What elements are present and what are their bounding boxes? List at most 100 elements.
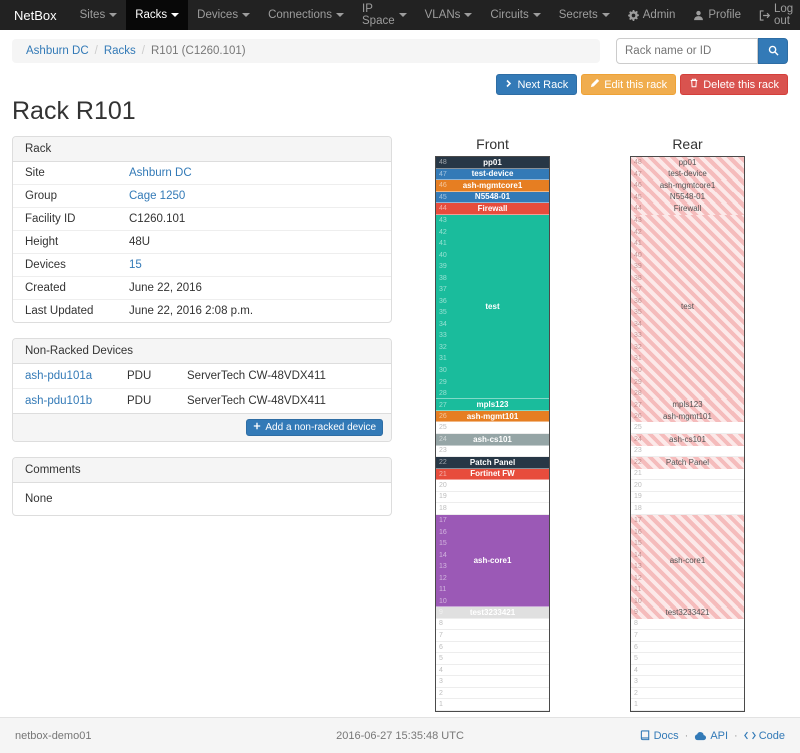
search-button[interactable]: [758, 38, 788, 64]
rack-device-fortinet-fw[interactable]: Fortinet FW: [436, 468, 549, 481]
rack-device-test[interactable]: test: [631, 214, 744, 400]
attr-value[interactable]: Ashburn DC: [129, 167, 192, 179]
footer-link-docs[interactable]: Docs: [640, 730, 679, 742]
footer-separator: ·: [684, 729, 689, 742]
nav-item-circuits[interactable]: Circuits: [481, 0, 549, 30]
nav-item-sites[interactable]: Sites: [71, 0, 127, 30]
device-name-link[interactable]: ash-pdu101a: [25, 370, 93, 382]
rack-device-label: test: [485, 302, 500, 312]
delete-rack-button[interactable]: Delete this rack: [680, 74, 788, 95]
caret-down-icon: [601, 13, 610, 17]
add-non-racked-device-button[interactable]: Add a non-racked device: [246, 419, 383, 436]
rack-device-label: Firewall: [673, 203, 702, 213]
rack-unit-number: 18: [631, 503, 744, 515]
rack-device-ash-cs101[interactable]: ash-cs101: [631, 434, 744, 446]
nav-item-log-out[interactable]: Log out: [750, 0, 800, 30]
nav-item-profile[interactable]: Profile: [684, 0, 750, 30]
rack-device-label: ash-cs101: [669, 434, 706, 444]
rack-device-ash-mgmtcore1[interactable]: ash-mgmtcore1: [631, 180, 744, 192]
pencil-icon: [590, 78, 600, 91]
comments-body: None: [25, 493, 53, 505]
nav-item-secrets[interactable]: Secrets: [550, 0, 619, 30]
rack-device-pp01[interactable]: pp01: [631, 157, 744, 169]
rack-device-label: Patch Panel: [665, 457, 710, 467]
page-title: Rack R101: [12, 97, 136, 125]
footer-timestamp: 2016-06-27 15:35:48 UTC: [336, 729, 464, 742]
rack-device-firewall[interactable]: Firewall: [436, 203, 549, 215]
attr-label: Last Updated: [25, 305, 94, 317]
attr-value: June 22, 2016: [129, 282, 202, 294]
rack-device-ash-mgmt101[interactable]: ash-mgmt101: [436, 410, 549, 423]
rack-device-label: N5548-01: [474, 192, 511, 202]
rack-device-n5548-01[interactable]: N5548-01: [436, 191, 549, 204]
rack-device-firewall[interactable]: Firewall: [631, 203, 744, 215]
rack-device-test-device[interactable]: test-device: [436, 168, 549, 181]
search-input[interactable]: [616, 38, 758, 64]
footer-separator: ·: [734, 729, 738, 742]
nav-item-vlans[interactable]: VLANs: [416, 0, 482, 30]
rack-device-label: test-device: [668, 169, 707, 179]
rack-unit-number: 25: [631, 422, 744, 434]
rack-unit-number: 19: [436, 492, 549, 504]
rack-panel-title: Rack: [13, 137, 391, 162]
rack-device-patch-panel[interactable]: Patch Panel: [631, 457, 744, 469]
rack-device-label: test: [681, 302, 694, 312]
non-racked-device-row: ash-pdu101b PDU ServerTech CW-48VDX411: [13, 388, 391, 413]
rack-attr-row-group: Group Cage 1250: [13, 184, 391, 207]
rack-device-ash-cs101[interactable]: ash-cs101: [436, 434, 549, 446]
rack-device-pp01[interactable]: pp01: [436, 157, 549, 169]
nav-item-ip-space[interactable]: IP Space: [353, 0, 416, 30]
rack-device-mpls123[interactable]: mpls123: [436, 399, 549, 411]
footer-link-code[interactable]: Code: [743, 730, 785, 742]
rack-device-label: Patch Panel: [469, 457, 516, 467]
rack-device-ash-core1[interactable]: ash-core1: [436, 514, 549, 608]
trash-icon: [689, 78, 699, 91]
rack-device-label: N5548-01: [669, 192, 706, 202]
attr-label: Created: [25, 282, 66, 294]
breadcrumb-separator: /: [94, 45, 98, 57]
rack-device-ash-mgmt101[interactable]: ash-mgmt101: [631, 410, 744, 423]
main: Rack Site Ashburn DC Group Cage 1250 Facilit…: [12, 136, 788, 712]
rack-device-test3233421[interactable]: test3233421: [436, 607, 549, 619]
cloud-icon: [694, 731, 707, 741]
left-column: Rack Site Ashburn DC Group Cage 1250 Facilit…: [12, 136, 392, 531]
brand[interactable]: NetBox: [14, 7, 57, 23]
attr-value[interactable]: Cage 1250: [129, 190, 186, 202]
rack-device-test[interactable]: test: [436, 214, 549, 400]
rack-device-n5548-01[interactable]: N5548-01: [631, 191, 744, 204]
rack-unit-number: 6: [436, 642, 549, 654]
rack-unit-number: 4: [436, 665, 549, 677]
edit-rack-label: Edit this rack: [604, 78, 668, 91]
attr-label: Group: [25, 190, 57, 202]
nav-item-devices[interactable]: Devices: [188, 0, 259, 30]
attr-label: Height: [25, 236, 59, 248]
rack-unit-number: 21: [631, 469, 744, 481]
rack-device-test-device[interactable]: test-device: [631, 168, 744, 181]
nav-item-connections[interactable]: Connections: [259, 0, 353, 30]
nav-item-admin[interactable]: Admin: [619, 0, 685, 30]
non-racked-title: Non-Racked Devices: [13, 339, 391, 364]
rack-unit-number: 2: [436, 688, 549, 700]
rack-device-mpls123[interactable]: mpls123: [631, 399, 744, 411]
next-rack-label: Next Rack: [517, 78, 569, 91]
rack-device-label: Firewall: [477, 203, 508, 213]
device-role: PDU: [127, 395, 152, 407]
footer-link-api[interactable]: API: [694, 730, 728, 742]
attr-value[interactable]: 15: [129, 259, 142, 271]
rack-device-label: ash-core1: [473, 555, 512, 565]
nav-item-racks[interactable]: Racks: [126, 0, 189, 30]
rack-elevations: Front pp01 test-device ash-mgmtcore1 N5548-…: [392, 136, 788, 712]
footer-hostname: netbox-demo01: [15, 729, 92, 742]
rack-device-patch-panel[interactable]: Patch Panel: [436, 457, 549, 469]
breadcrumb-item-ashburn-dc[interactable]: Ashburn DC: [26, 45, 89, 57]
device-name-link[interactable]: ash-pdu101b: [25, 395, 93, 407]
rack-device-ash-mgmtcore1[interactable]: ash-mgmtcore1: [436, 180, 549, 192]
breadcrumb-item-racks[interactable]: Racks: [103, 45, 136, 57]
edit-rack-button[interactable]: Edit this rack: [581, 74, 677, 95]
next-rack-button[interactable]: Next Rack: [496, 74, 578, 95]
rack-device-ash-core1[interactable]: ash-core1: [631, 514, 744, 608]
rack-device-label: test3233421: [665, 607, 710, 617]
rack-device-test3233421[interactable]: test3233421: [631, 607, 744, 619]
nav-item-label: VLANs: [424, 9, 461, 21]
rack-unit-number: 23: [436, 446, 549, 458]
